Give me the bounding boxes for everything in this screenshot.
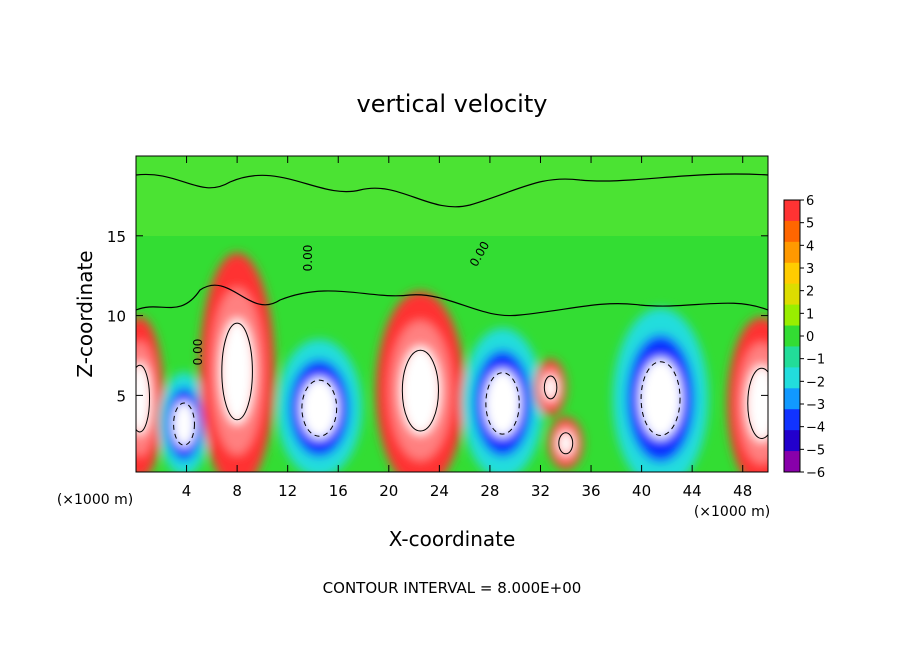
- velocity-features: [136, 252, 768, 472]
- colorbar-tick-label: −2: [806, 375, 825, 390]
- colorbar-swatch: [784, 220, 800, 243]
- feature-3-contour: [301, 379, 338, 437]
- colorbar-tick-label: −1: [806, 353, 825, 368]
- feature-8-contour: [640, 361, 681, 436]
- x-axis-label: X-coordinate: [389, 527, 516, 551]
- colorbar-swatch: [784, 346, 800, 368]
- feature-9-ring-2: [746, 365, 768, 442]
- x-tick-label: 12: [278, 482, 297, 500]
- feature-7-contour: [558, 432, 574, 455]
- feature-5-contour: [485, 372, 520, 435]
- x-tick-label: 4: [182, 482, 192, 500]
- colorbar-tick-label: −4: [806, 421, 825, 436]
- zero-contour-lower: [136, 284, 768, 317]
- colorbar: 6 5 4 3 2 1 0 −1 −2 −3 −4 −5 −6: [783, 194, 825, 481]
- x-tick-label: 28: [480, 482, 499, 500]
- x-unit-right: (×1000 m): [694, 504, 770, 520]
- feature-6-contour: [543, 375, 558, 400]
- x-tick-label: 32: [531, 482, 550, 500]
- x-tick-label: 48: [733, 482, 752, 500]
- x-tick-label: 40: [632, 482, 651, 500]
- feature-1-contour: [173, 402, 195, 446]
- colorbar-swatch: [784, 388, 800, 410]
- colorbar-swatch: [784, 325, 800, 347]
- colorbar-tick-label: 5: [806, 217, 814, 232]
- x-tick-label: 20: [379, 482, 398, 500]
- x-tick-label: 24: [430, 482, 449, 500]
- colorbar-swatch: [784, 241, 800, 264]
- colorbar-tick-label: −5: [806, 443, 825, 458]
- x-tick-label: 36: [581, 482, 600, 500]
- feature-2-contour: [221, 322, 253, 421]
- y-tick-label: 15: [107, 228, 126, 246]
- colorbar-swatch: [784, 409, 800, 431]
- feature-7-ring-2: [558, 431, 574, 455]
- feature-0-contour: [136, 364, 151, 433]
- colorbar-tick-label: 4: [806, 239, 814, 254]
- upper-field-tint: [136, 156, 768, 236]
- feature-1-ring-2: [172, 401, 196, 448]
- colorbar-swatch: [784, 430, 800, 452]
- feature-8-ring-2: [639, 358, 682, 439]
- colorbar-tick-label: 1: [806, 307, 814, 322]
- feature-6-ring-2: [543, 374, 558, 400]
- colorbar-swatch: [784, 283, 800, 306]
- y-tick-label: 10: [107, 308, 126, 326]
- colorbar-tick-label: 2: [806, 285, 814, 300]
- contour-interval-note: CONTOUR INTERVAL = 8.000E+00: [323, 579, 582, 597]
- colorbar-swatch: [784, 367, 800, 389]
- feature-3-ring-2: [300, 377, 339, 439]
- feature-9-contour: [747, 367, 768, 439]
- y-axis-label: Z-coordinate: [73, 250, 97, 377]
- contour-label-2: 0.00: [301, 245, 315, 272]
- x-tick-label: 8: [232, 482, 242, 500]
- colorbar-swatch: [784, 451, 800, 473]
- chart-title: vertical velocity: [357, 90, 548, 118]
- feature-4-ring-2: [400, 346, 441, 435]
- y-tick-label: 5: [116, 387, 126, 405]
- colorbar-tick-label: 0: [806, 330, 814, 345]
- feature-2-ring-2: [220, 318, 254, 425]
- x-axis: 4 8 12 16 20 24 28 32 36 40 44 48: [182, 156, 752, 500]
- colorbar-tick-label: 6: [806, 194, 814, 209]
- colorbar-tick-label: −6: [806, 466, 825, 481]
- colorbar-tick-label: −3: [806, 398, 825, 413]
- contour-label-1: 0.00: [191, 339, 205, 366]
- feature-4-contour: [401, 349, 439, 432]
- x-unit-left: (×1000 m): [57, 492, 133, 508]
- x-tick-label: 44: [683, 482, 702, 500]
- colorbar-swatch: [784, 200, 800, 222]
- feature-5-ring-2: [484, 369, 521, 437]
- colorbar-tick-label: 3: [806, 262, 814, 277]
- colorbar-swatch: [784, 304, 800, 327]
- x-tick-label: 16: [329, 482, 348, 500]
- feature-0-ring-2: [136, 362, 151, 435]
- y-axis: 5 10 15: [107, 228, 768, 405]
- zero-contour-upper: [136, 173, 768, 208]
- plot-frame: [135, 155, 769, 473]
- contour-lines: [136, 322, 768, 455]
- colorbar-swatch: [784, 262, 800, 285]
- plot-area: 0.00 0.00 0.00: [136, 156, 768, 472]
